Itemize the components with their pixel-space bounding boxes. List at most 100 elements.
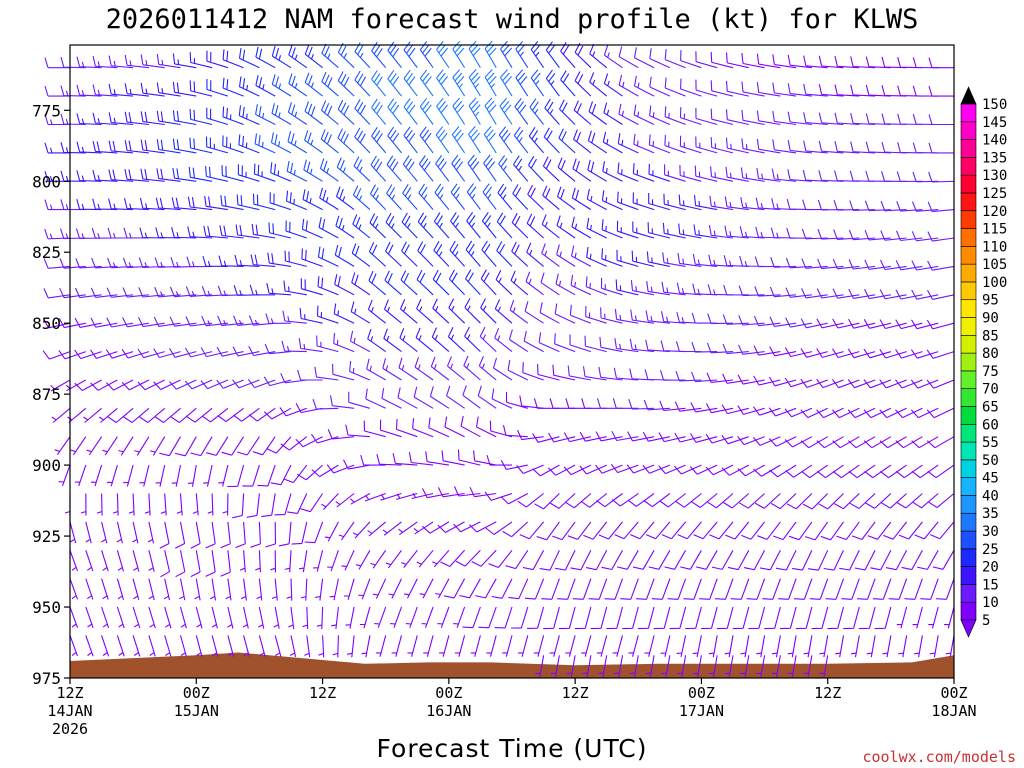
wind-barb <box>261 493 276 518</box>
wind-barb <box>354 99 371 125</box>
colorbar-swatch <box>960 530 977 550</box>
wind-barb <box>510 606 529 629</box>
wind-barb <box>874 606 892 630</box>
wind-barb <box>453 521 481 533</box>
wind-barb <box>542 185 560 211</box>
wind-barb <box>402 184 418 210</box>
wind-barb <box>818 112 844 126</box>
wind-barb <box>92 84 118 97</box>
wind-barb <box>834 84 860 97</box>
wind-barb <box>496 241 513 267</box>
wind-barb <box>693 224 718 239</box>
wind-barb <box>218 255 244 267</box>
wind-barb <box>101 578 109 600</box>
wind-barb <box>443 578 466 599</box>
wind-barb <box>353 156 371 182</box>
wind-barb <box>816 378 844 389</box>
wind-barb <box>541 243 560 267</box>
wind-barb <box>910 349 939 359</box>
wind-barb <box>596 635 608 657</box>
wind-barb <box>279 407 307 417</box>
wind-barb <box>848 318 876 329</box>
wind-barb <box>42 350 71 360</box>
wind-barb <box>430 356 450 381</box>
wind-barb <box>879 289 907 300</box>
wind-barb <box>753 406 781 416</box>
wind-barb <box>896 606 908 629</box>
x-tick-label: 2026 <box>52 720 88 738</box>
wind-barb <box>350 493 371 505</box>
wind-barb <box>629 338 655 353</box>
wind-barb <box>491 578 513 599</box>
wind-barb <box>398 357 418 381</box>
wind-barb <box>101 635 110 657</box>
wind-barb <box>441 450 465 466</box>
wind-barb <box>278 521 292 547</box>
colorbar-label: 150 <box>982 97 1007 113</box>
wind-barb <box>492 357 513 381</box>
wind-barb <box>139 197 165 211</box>
wind-barb <box>787 54 812 69</box>
wind-barb <box>945 635 955 658</box>
wind-barb <box>723 493 750 509</box>
wind-barb <box>706 403 734 414</box>
wind-barb <box>195 606 203 629</box>
wind-barb <box>738 285 765 297</box>
colorbar-label: 100 <box>982 275 1007 291</box>
wind-barb <box>582 655 592 678</box>
wind-barb <box>863 319 892 329</box>
wind-barb <box>299 308 323 324</box>
x-axis-label: Forecast Time (UTC) <box>377 734 648 763</box>
wind-barb <box>222 493 229 516</box>
wind-barb <box>222 49 244 69</box>
colorbar-label: 135 <box>982 150 1007 166</box>
wind-barb <box>589 72 608 97</box>
wind-barb <box>588 578 608 600</box>
wind-barb <box>321 71 339 97</box>
wind-barb <box>321 493 339 510</box>
wind-barb <box>630 309 655 324</box>
wind-barb <box>628 635 639 657</box>
wind-barb <box>483 126 497 154</box>
wind-barb <box>832 348 860 359</box>
wind-barb <box>930 521 955 540</box>
wind-barb <box>863 348 892 359</box>
wind-barb <box>879 319 907 330</box>
wind-barb <box>496 212 513 239</box>
wind-barb <box>802 169 828 182</box>
wind-barb <box>725 109 749 126</box>
colorbar-swatch <box>960 388 977 407</box>
wind-barb <box>563 432 592 443</box>
wind-barb <box>598 655 608 678</box>
wind-barb <box>710 166 734 182</box>
wind-barb <box>218 464 229 487</box>
wind-barb <box>403 41 418 69</box>
wind-barb <box>311 464 339 478</box>
wind-barb <box>689 464 718 475</box>
wind-barb <box>417 212 434 239</box>
colorbar-label: 30 <box>982 524 999 540</box>
wind-barb <box>928 171 955 183</box>
wind-barb <box>207 493 214 516</box>
colorbar-swatch <box>960 157 977 176</box>
wind-barb <box>515 69 529 97</box>
wind-barb <box>642 431 671 442</box>
x-tick-label: 00Z <box>940 684 967 702</box>
colorbar-swatch <box>960 548 977 567</box>
wind-barb <box>403 69 418 97</box>
wind-barb <box>898 635 908 658</box>
wind-barb <box>677 521 702 540</box>
wind-barb <box>928 85 954 97</box>
wind-barb <box>768 407 797 417</box>
wind-barb <box>926 407 955 419</box>
wind-barb <box>371 126 387 154</box>
wind-barb <box>148 606 156 629</box>
wind-barb <box>914 521 939 540</box>
wind-barb <box>569 334 592 353</box>
wind-barb <box>176 493 183 516</box>
wind-barb <box>140 111 165 126</box>
wind-barb <box>124 83 149 97</box>
wind-barb <box>285 220 307 239</box>
wind-barb <box>417 241 434 267</box>
